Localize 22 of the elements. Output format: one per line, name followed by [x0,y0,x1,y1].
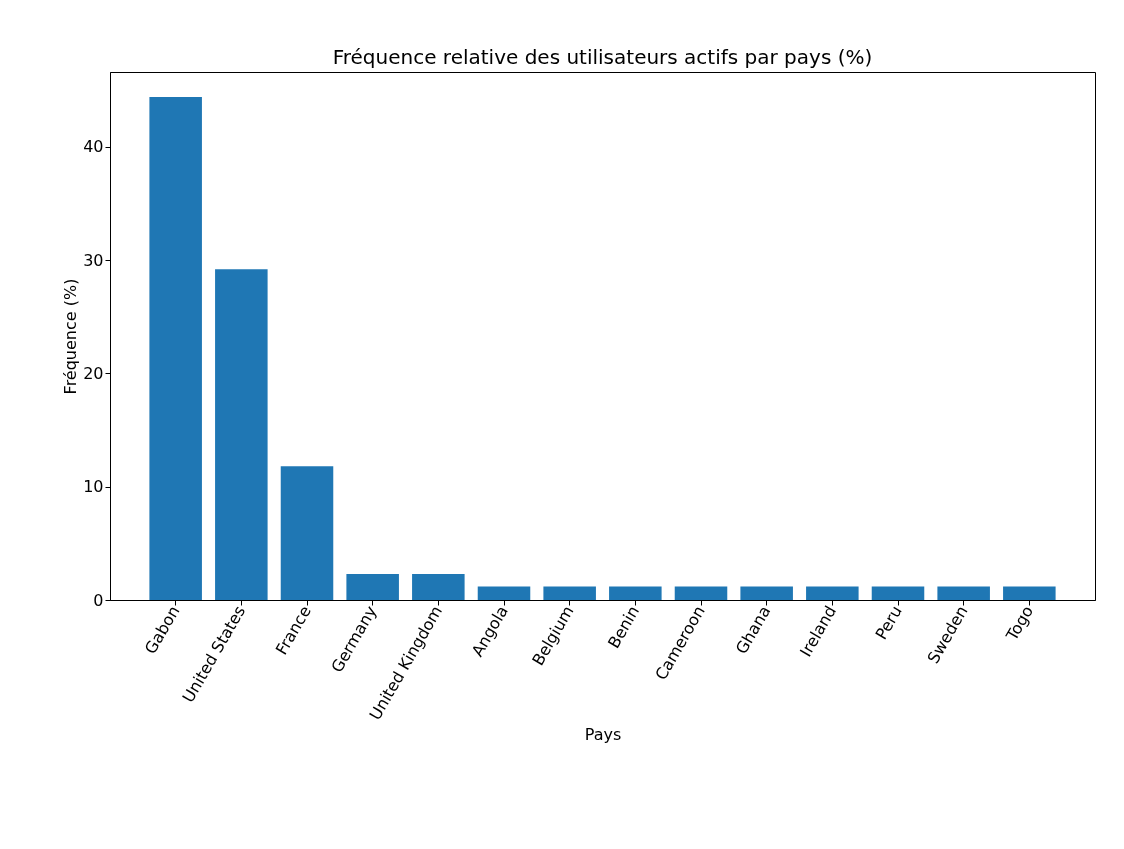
y-tick-label: 40 [83,137,104,157]
bar [149,96,202,600]
bar [674,586,728,600]
bar [280,466,334,600]
y-tick-label: 20 [83,363,104,383]
bar [1003,586,1056,600]
y-tick-label: 30 [83,250,104,270]
bar [609,586,662,600]
bar [215,269,268,600]
bar [346,573,399,600]
y-tick-label: 0 [93,590,104,610]
bar [806,586,859,600]
bar [740,586,793,600]
y-tick-label: 10 [83,477,104,497]
bar [412,573,465,600]
x-axis-title: Pays [584,724,622,744]
bar [543,586,596,600]
bar [937,586,990,600]
bar [477,586,531,600]
chart-title: Fréquence relative des utilisateurs actifs par pays (%) [332,45,873,69]
y-axis-title: Fréquence (%) [61,278,81,395]
bar [871,586,925,600]
